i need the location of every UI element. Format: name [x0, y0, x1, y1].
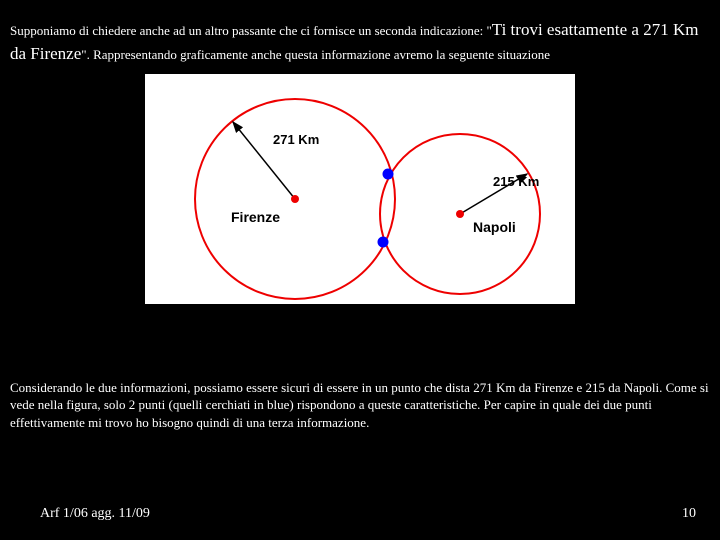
diagram-container: 271 Km 215 Km Firenze Napoli	[10, 74, 710, 309]
label-firenze: Firenze	[231, 209, 280, 225]
intro-paragraph: Supponiamo di chiedere anche ad un altro…	[10, 18, 710, 66]
intersection-point-1	[383, 169, 393, 179]
intersection-point-2	[378, 237, 388, 247]
conclusion-paragraph: Considerando le due informazioni, possia…	[10, 379, 710, 432]
diagram-bg	[145, 74, 575, 304]
label-napoli: Napoli	[473, 219, 516, 235]
page-number: 10	[682, 506, 696, 522]
circles-diagram: 271 Km 215 Km Firenze Napoli	[145, 74, 575, 304]
intro-part1: Supponiamo di chiedere anche ad un altro…	[10, 23, 492, 38]
label-215km: 215 Km	[493, 174, 539, 189]
intro-part2: ". Rappresentando graficamente anche que…	[81, 47, 550, 62]
napoli-dot	[456, 210, 464, 218]
footer-left: Arf 1/06 agg. 11/09	[40, 506, 150, 522]
label-271km: 271 Km	[273, 132, 319, 147]
firenze-dot	[291, 195, 299, 203]
footer: Arf 1/06 agg. 11/09 10	[0, 506, 720, 522]
